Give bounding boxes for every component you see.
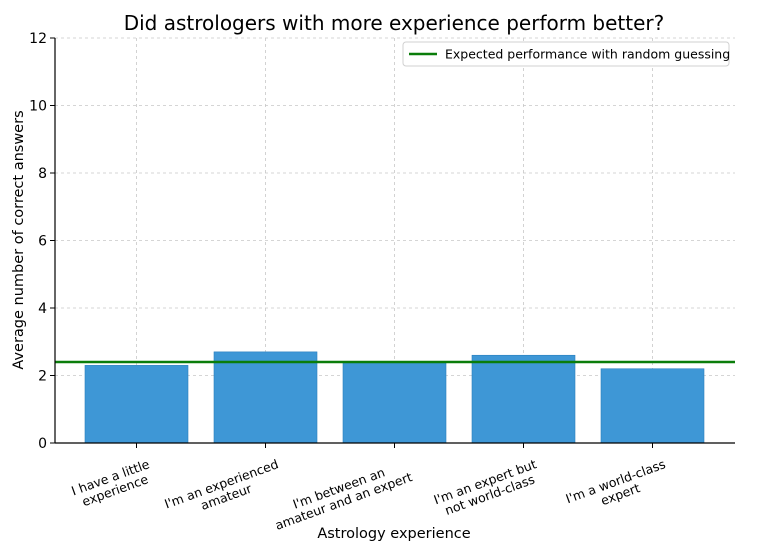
x-tick-label: I'm a world-classexpert [564,456,672,519]
y-tick-label: 2 [38,369,47,385]
y-ticks: 0 2 4 6 8 10 12 [29,31,55,452]
y-axis-label: Average number of correct answers [11,110,27,369]
chart-title: Did astrologers with more experience per… [124,11,665,35]
bar [342,361,447,444]
x-tick-label: I'm between anamateur and an expert [268,456,414,533]
y-tick-label: 12 [29,31,47,47]
x-tick-label-text: I have a littleexperience [69,456,156,511]
x-tick-label: I'm an expert butnot world-class [432,456,544,520]
x-tick-label-text: I'm a world-classexpert [564,456,672,519]
x-tick-label-text: I'm an experiencedamateur [162,456,285,524]
y-tick-label: 0 [38,436,47,452]
legend-label: Expected performance with random guessin… [445,47,730,62]
legend-box [402,41,730,67]
bars [84,351,705,444]
x-ticks: I have a littleexperience I'm an experien… [69,443,672,533]
bar [213,351,318,444]
legend: Expected performance with random guessin… [402,41,730,67]
x-tick-label: I have a littleexperience [69,456,156,511]
x-axis-label: Astrology experience [317,526,470,542]
x-tick-label-text: I'm an expert butnot world-class [432,456,544,520]
y-tick-label: 4 [38,301,47,317]
bar [471,354,576,444]
x-tick-label-text: I'm between anamateur and an expert [268,456,414,533]
y-tick-label: 10 [29,99,47,115]
y-tick-label: 6 [38,234,47,250]
bar [600,368,705,444]
x-tick-label: I'm an experiencedamateur [162,456,285,524]
y-tick-label: 8 [38,166,47,182]
bar [84,365,189,444]
